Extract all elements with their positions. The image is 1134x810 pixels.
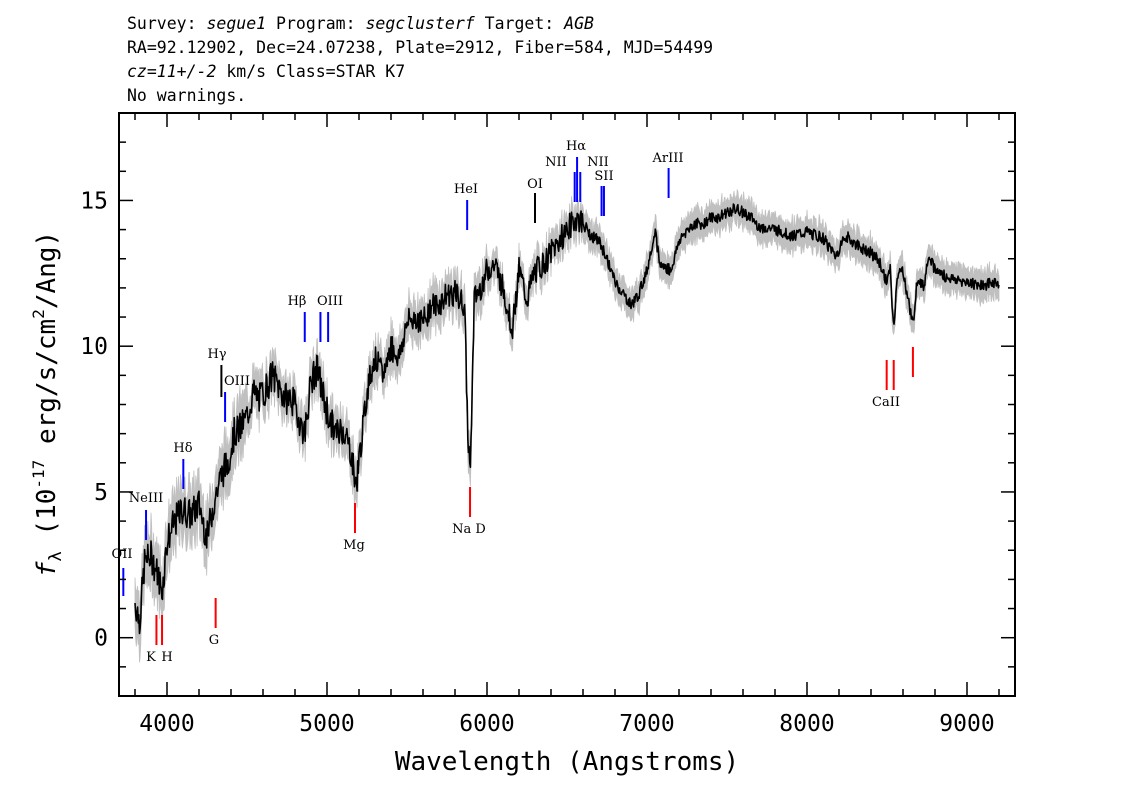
header-line-2: RA=92.12902, Dec=24.07238, Plate=2912, F… [127,38,714,57]
line-marker-sii-6716-label: SII [594,169,613,184]
line-marker-h--4102-label: Hδ [173,441,192,456]
line-marker-oi-6300-label: OI [527,177,543,192]
y-tick-label: 0 [94,626,108,652]
x-tick-label: 5000 [299,711,354,737]
survey-value: segue1 [206,14,267,33]
program-value: segclusterf [365,14,475,33]
line-marker-nii-6548-label: NII [545,155,567,170]
redshift-value: cz=11+/-2 [127,62,217,81]
header-line-1: Survey: segue1 Program: segclusterf Targ… [127,14,594,33]
header-line-3: cz=11+/-2 km/s Class=STAR K7 [127,60,713,84]
y-tick-label: 10 [80,334,108,360]
line-marker-ariii-7135-label: ArIII [651,151,683,166]
class-value: km/s Class=STAR K7 [216,62,406,81]
line-marker-hei-5876-label: HeI [454,182,478,197]
axes: 4000 5000 6000 7000 8000 9000 0 5 10 15 [80,113,1015,737]
y-axis-title: fλ (10-17 erg/s/cm2/Ang) [29,231,66,577]
line-marker-oiii-4363-label: OIII [224,374,250,389]
x-axis-title: Wavelength (Angstroms) [395,747,739,777]
line-marker-oiii-4959-label: OIII [317,294,343,309]
line-marker-oii-3727-label: OII [112,547,133,562]
x-tick-label: 6000 [459,711,514,737]
target-value: AGB [564,14,594,33]
x-tick-label: 8000 [779,711,834,737]
header-warnings: No warnings. [127,86,247,105]
line-marker-nii-6583-label: NII [587,155,609,170]
line-marker-na-d-5894-label: Na D [452,522,486,537]
line-marker-mg-5175-label: Mg [343,538,365,553]
x-tick-label: 9000 [939,711,994,737]
x-tick-label: 7000 [619,711,674,737]
y-tick-label: 15 [80,188,108,214]
line-marker-h--4861-label: Hβ [288,294,307,309]
spectrum-header: Survey: segue1 Program: segclusterf Targ… [127,12,713,108]
line-marker-h--4340-label: Hγ [207,347,226,362]
line-marker-k-3934-label: K [146,650,156,665]
line-marker-caii-8498-label: CaII [872,395,900,410]
line-marker-h--6563-label: Hα [566,139,586,154]
line-marker-neiii-3869-label: NeIII [129,491,163,506]
x-tick-label: 4000 [139,711,194,737]
line-marker-g-4304-label: G [209,633,219,648]
line-marker-h-3969-label: H [161,650,172,665]
error-band [134,188,1000,663]
y-tick-label: 5 [94,480,108,506]
flux-line [134,203,1000,635]
